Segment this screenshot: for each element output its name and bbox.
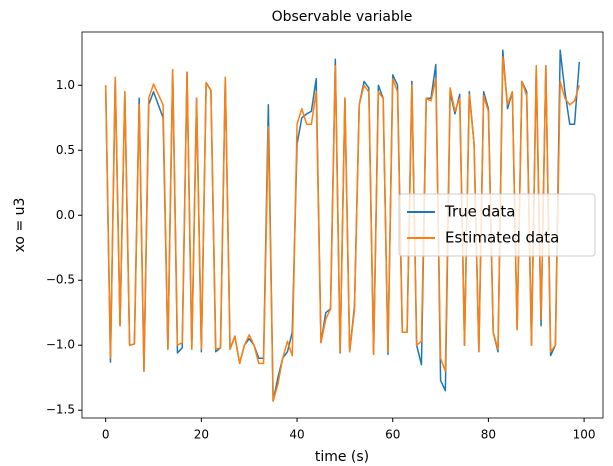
y-tick-label: −1.0 — [46, 338, 75, 352]
x-tick-label: 0 — [102, 428, 110, 442]
legend-label: True data — [444, 203, 515, 221]
x-tick-label: 40 — [289, 428, 304, 442]
x-axis-label: time (s) — [315, 449, 369, 465]
chart-title: Observable variable — [272, 9, 413, 25]
y-tick-label: −0.5 — [46, 273, 75, 287]
x-tick-label: 20 — [194, 428, 209, 442]
y-tick-label: 0.0 — [56, 208, 75, 222]
legend-label: Estimated data — [445, 229, 559, 247]
legend-box — [398, 193, 596, 257]
y-tick-label: 1.0 — [56, 78, 75, 92]
y-tick-label: −1.5 — [46, 403, 75, 417]
x-tick-label: 100 — [573, 428, 596, 442]
x-tick-label: 60 — [385, 428, 400, 442]
x-tick-label: 80 — [481, 428, 496, 442]
y-tick-label: 0.5 — [56, 143, 75, 157]
plot-frame — [81, 31, 604, 419]
y-axis-label: xo = u3 — [12, 198, 28, 253]
